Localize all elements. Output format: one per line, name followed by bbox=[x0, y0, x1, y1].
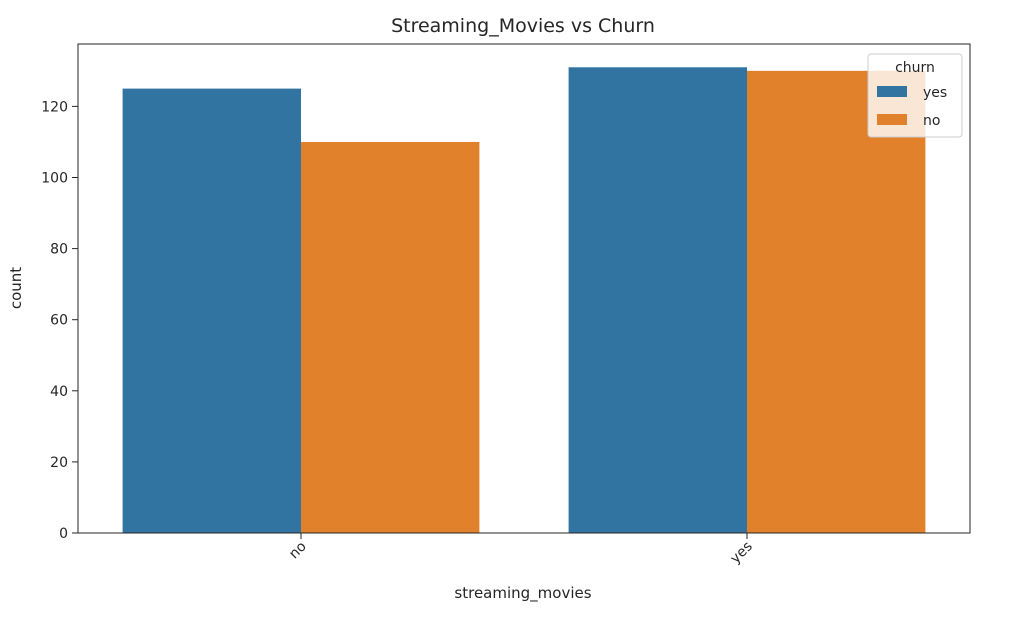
y-axis: 0 20 40 60 80 100 120 bbox=[41, 99, 78, 542]
y-axis-label: count bbox=[7, 267, 25, 309]
y-tick-label: 120 bbox=[41, 99, 68, 115]
x-tick-label: no bbox=[286, 539, 310, 563]
x-axis-label: streaming_movies bbox=[454, 584, 591, 603]
bar-yes-churn-yes bbox=[568, 67, 747, 534]
y-tick-label: 100 bbox=[41, 170, 68, 186]
legend-label-no: no bbox=[923, 113, 940, 129]
bars-layer bbox=[122, 67, 926, 534]
plot-frame bbox=[77, 43, 971, 534]
x-axis: no yes bbox=[286, 533, 756, 567]
legend-swatch-yes bbox=[877, 86, 907, 97]
bar-no-churn-yes bbox=[122, 88, 301, 533]
y-tick-label: 60 bbox=[50, 313, 68, 329]
legend: churn yes no bbox=[867, 53, 963, 138]
chart-title: Streaming_Movies vs Churn bbox=[391, 15, 655, 37]
legend-title: churn bbox=[895, 60, 935, 76]
legend-label-yes: yes bbox=[923, 85, 947, 101]
bar-yes-churn-no bbox=[747, 70, 926, 533]
y-tick-label: 0 bbox=[59, 526, 68, 542]
legend-swatch-no bbox=[877, 114, 907, 125]
bar-no-churn-no bbox=[301, 141, 480, 533]
y-tick-label: 40 bbox=[50, 384, 68, 400]
y-tick-label: 20 bbox=[50, 455, 68, 471]
x-tick-label: yes bbox=[727, 539, 755, 567]
y-tick-label: 80 bbox=[50, 242, 68, 258]
